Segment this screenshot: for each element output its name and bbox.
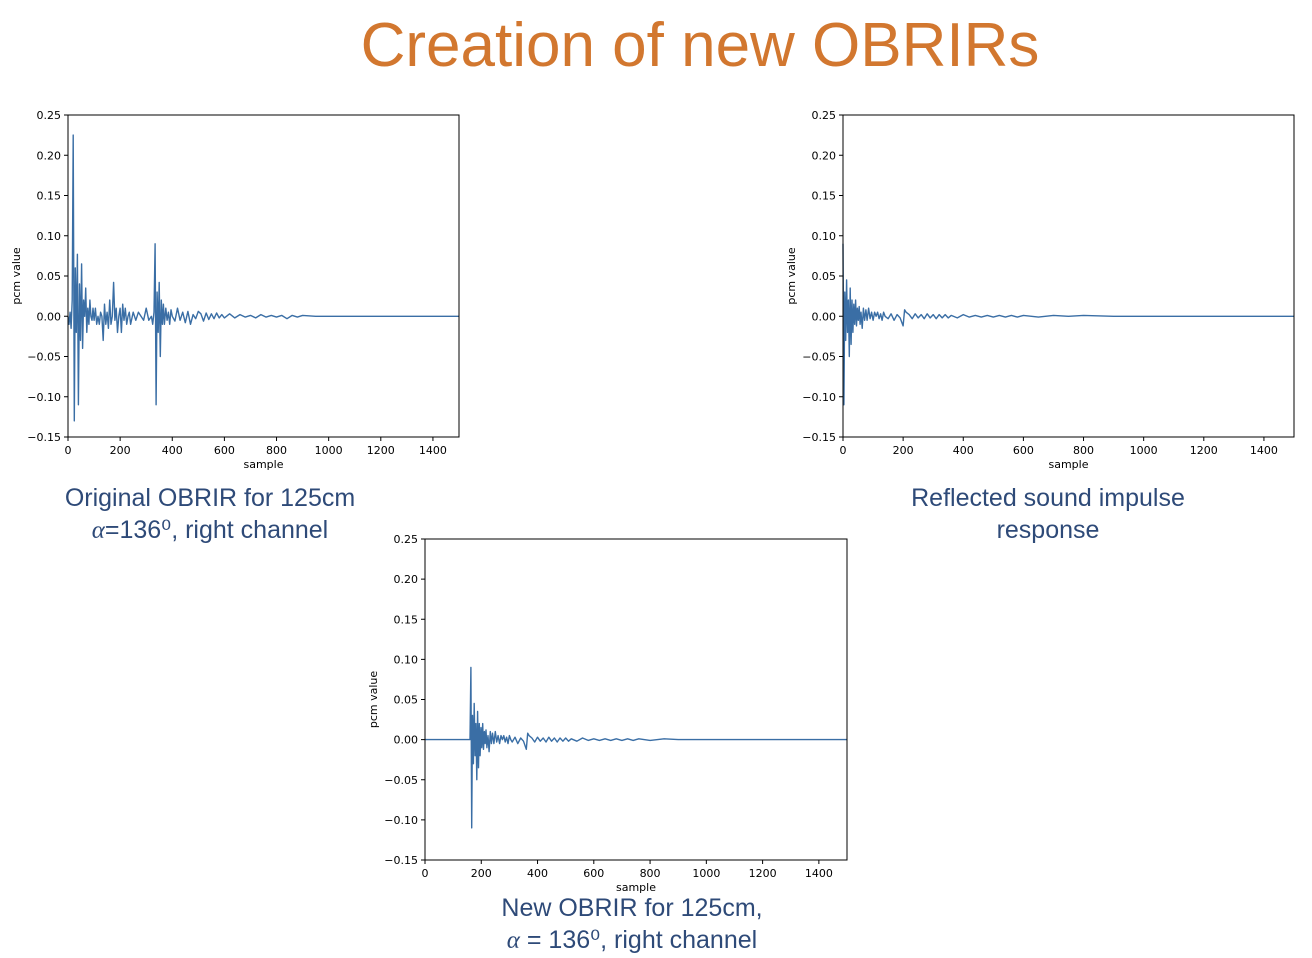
y-axis-label: pcm value — [785, 247, 798, 305]
chart-new-obrir: 0 200 400 600 800 1000 1200 1400 −0.15 −0.10 −0.05… — [367, 533, 848, 894]
x-tick-label: 1200 — [1190, 444, 1218, 457]
x-tick-label: 600 — [583, 867, 604, 880]
y-tick-label: 0.15 — [37, 190, 62, 203]
alpha-symbol: α — [91, 517, 105, 544]
series-line — [842, 243, 1294, 406]
alpha-symbol: α — [506, 927, 520, 954]
y-tick-label: 0.20 — [37, 149, 62, 162]
y-tick-label: −0.05 — [27, 351, 61, 364]
x-tick-label: 1000 — [692, 867, 720, 880]
x-tick-label: 1000 — [1130, 444, 1158, 457]
x-tick-label: 1200 — [749, 867, 777, 880]
series-line — [67, 134, 459, 422]
x-tick-label: 600 — [1013, 444, 1034, 457]
y-tick-label: 0.25 — [37, 109, 62, 122]
y-axis-label: pcm value — [367, 671, 380, 729]
caption-reflected-line1: Reflected sound impulse — [911, 484, 1185, 512]
y-tick-label: −0.10 — [384, 814, 418, 827]
y-tick-label: −0.05 — [384, 774, 418, 787]
x-tick-label: 600 — [214, 444, 235, 457]
plot-frame — [842, 114, 1295, 438]
caption-new-line2: α = 136⁰, right channel — [470, 924, 794, 957]
x-axis-label: sample — [1049, 458, 1089, 471]
x-tick-label: 200 — [893, 444, 914, 457]
y-tick-label: −0.10 — [802, 391, 836, 404]
y-tick-label: −0.05 — [802, 351, 836, 364]
caption-reflected: Reflected sound impulse response — [880, 482, 1216, 546]
x-tick-label: 400 — [162, 444, 183, 457]
y-axis-label: pcm value — [10, 247, 23, 305]
x-axis-label: sample — [244, 458, 284, 471]
x-tick-label: 0 — [840, 444, 847, 457]
caption-new-line2-text: = 136⁰, right channel — [519, 926, 758, 954]
chart-original-obrir: 0 200 400 600 800 1000 1200 1400 −0.15 −0.10 −0.05… — [10, 109, 460, 471]
y-tick-label: 0.00 — [394, 734, 419, 747]
x-tick-label: 200 — [471, 867, 492, 880]
chart-reflected-impulse: 0 200 400 600 800 1000 1200 1400 −0.15 −0.10 −0.05… — [785, 109, 1295, 471]
y-tick-label: 0.25 — [812, 109, 837, 122]
y-tick-label: 0.05 — [394, 694, 419, 707]
y-tick-label: 0.20 — [812, 149, 837, 162]
y-tick-label: −0.15 — [27, 431, 61, 444]
caption-original-line2: α=136⁰, right channel — [40, 514, 380, 547]
y-tick-label: 0.10 — [37, 230, 62, 243]
x-tick-label: 800 — [640, 867, 661, 880]
y-tick-label: 0.00 — [812, 310, 837, 323]
y-tick-label: 0.20 — [394, 573, 419, 586]
x-tick-label: 200 — [110, 444, 131, 457]
caption-original-line1: Original OBRIR for 125cm — [64, 484, 356, 512]
series-line — [425, 666, 847, 829]
y-tick-label: 0.05 — [812, 270, 837, 283]
y-tick-label: −0.10 — [27, 391, 61, 404]
y-tick-label: 0.15 — [394, 613, 419, 626]
caption-reflected-line2: response — [996, 516, 1100, 544]
y-tick-label: 0.05 — [37, 270, 62, 283]
slide-title: Creation of new OBRIRs — [360, 11, 1040, 80]
y-tick-label: 0.10 — [394, 653, 419, 666]
y-tick-label: 0.10 — [812, 230, 837, 243]
x-tick-label: 400 — [953, 444, 974, 457]
plot-frame — [424, 538, 848, 861]
caption-original-line2-text: =136⁰, right channel — [104, 516, 329, 544]
x-tick-label: 0 — [65, 444, 72, 457]
x-tick-label: 0 — [422, 867, 429, 880]
x-tick-label: 1200 — [367, 444, 395, 457]
caption-original: Original OBRIR for 125cm α=136⁰, right c… — [40, 482, 380, 547]
x-tick-label: 1000 — [315, 444, 343, 457]
caption-new-line1: New OBRIR for 125cm, — [501, 894, 763, 922]
x-tick-label: 1400 — [419, 444, 447, 457]
y-tick-label: 0.15 — [812, 190, 837, 203]
caption-new: New OBRIR for 125cm, α = 136⁰, right cha… — [470, 892, 794, 957]
plot-frame — [67, 114, 460, 438]
x-tick-label: 1400 — [805, 867, 833, 880]
x-axis-label: sample — [616, 881, 656, 894]
x-tick-label: 800 — [1073, 444, 1094, 457]
y-tick-label: 0.25 — [394, 533, 419, 546]
x-tick-label: 400 — [527, 867, 548, 880]
x-tick-label: 1400 — [1250, 444, 1278, 457]
y-tick-label: −0.15 — [384, 854, 418, 867]
y-tick-label: −0.15 — [802, 431, 836, 444]
x-tick-label: 800 — [266, 444, 287, 457]
y-tick-label: 0.00 — [37, 310, 62, 323]
